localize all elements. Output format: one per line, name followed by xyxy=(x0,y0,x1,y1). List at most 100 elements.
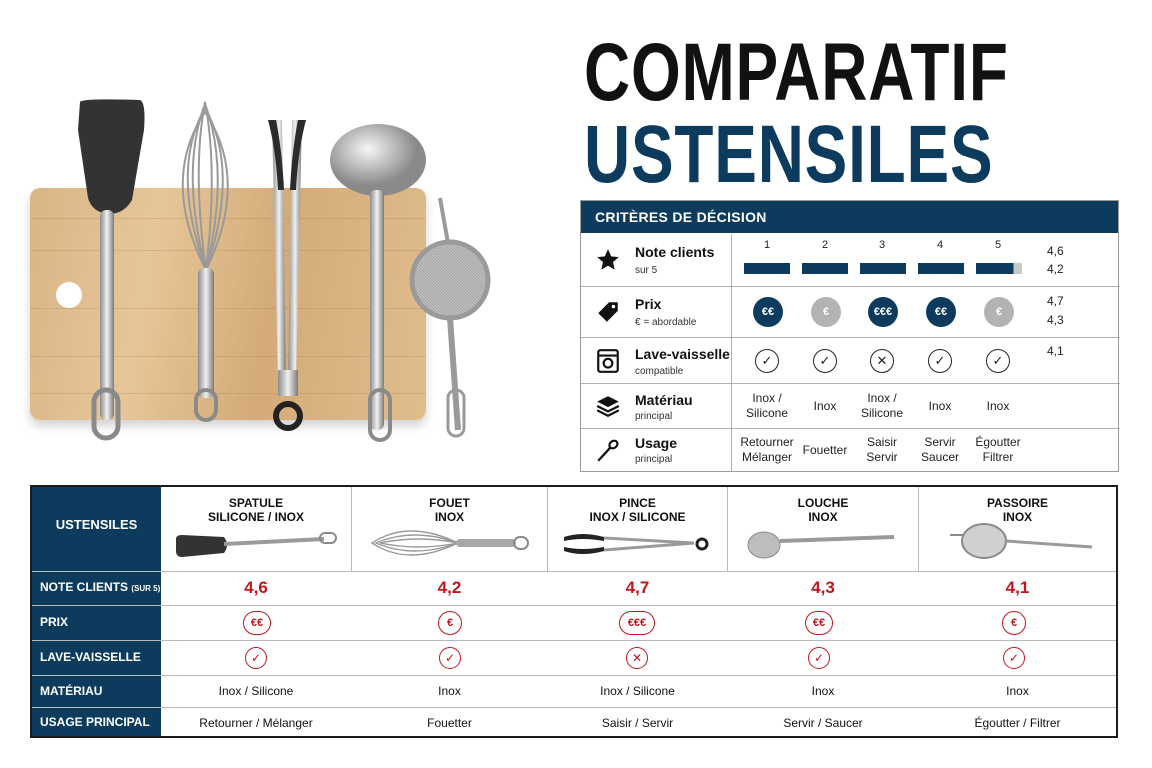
criteria-label: Lave-vaisselle xyxy=(635,346,730,362)
rating-value: 4,1 xyxy=(1047,344,1064,358)
dishwasher-cross: ✕ xyxy=(626,647,648,669)
note-value: 4,2 xyxy=(437,578,462,597)
usage-cell: Servir / Saucer xyxy=(783,716,863,730)
material-cell: Inox / Silicone xyxy=(745,391,789,420)
price-badge: €€€ xyxy=(619,611,655,635)
star-icon xyxy=(597,249,619,270)
price-badge: €€ xyxy=(926,297,956,327)
product-name-fouet: FOUET INOX xyxy=(429,496,470,524)
criteria-row-lave: Lave-vaisselle compatible ✓ ✓ ✕ ✓ ✓ xyxy=(581,337,1120,383)
spatula-thumb-image xyxy=(176,532,337,557)
material-cell: Inox xyxy=(438,684,461,698)
price-badge: € xyxy=(984,297,1014,327)
usage-cell: Saisir / Servir xyxy=(601,716,674,730)
criteria-row-materiau: Matériau principal Inox / Silicone Inox I… xyxy=(581,383,1120,428)
material-cell: Inox xyxy=(1006,684,1029,698)
criteria-sub: compatible xyxy=(635,366,684,377)
dishwasher-check: ✓ xyxy=(928,349,952,373)
criteria-sub: principal xyxy=(635,454,673,465)
material-cell: Inox / Silicone xyxy=(600,684,675,698)
price-badge: €€ xyxy=(805,611,833,635)
material-cell: Inox xyxy=(986,399,1010,413)
col-number: 2 xyxy=(821,239,829,251)
dishwasher-check: ✓ xyxy=(986,349,1010,373)
usage-cell: Fouetter xyxy=(802,443,848,457)
usage-cell: Retourner Mélanger xyxy=(740,435,794,464)
criteria-sub: sur 5 xyxy=(635,265,658,276)
criteria-header: CRITÈRES DE DÉCISION xyxy=(581,201,1118,233)
row-label-note: NOTE CLIENTS (SUR 5) xyxy=(40,580,161,594)
row-label-usage: USAGE PRINCIPAL xyxy=(40,715,150,729)
layers-icon xyxy=(596,396,620,417)
material-cell: Inox / Silicone xyxy=(218,684,294,698)
dishwasher-check: ✓ xyxy=(755,349,779,373)
price-badge: € xyxy=(1002,611,1026,635)
usage-cell: Retourner / Mélanger xyxy=(199,716,313,730)
rating-value: 4,6 xyxy=(1047,244,1064,258)
criteria-sub: principal xyxy=(635,411,673,422)
criteria-label: Usage xyxy=(635,435,678,451)
criteria-label: Matériau xyxy=(635,392,693,408)
criteria-panel: CRITÈRES DE DÉCISION 1 2 3 4 5 4,6 4,2 4… xyxy=(580,200,1120,472)
note-value: 4,1 xyxy=(1005,578,1030,597)
hero-photo xyxy=(20,90,540,450)
product-name-louche: LOUCHE INOX xyxy=(797,496,849,524)
price-badge: €€ xyxy=(753,297,783,327)
rating-value: 4,7 xyxy=(1047,294,1064,308)
criteria-label: Note clients xyxy=(635,244,715,260)
price-badge: €€ xyxy=(243,611,271,635)
whisk-image xyxy=(181,101,229,422)
criteria-row-prix: Prix € = abordable €€ € €€€ €€ € xyxy=(581,286,1120,337)
criteria-label: Prix xyxy=(635,296,662,312)
utensils-illustration xyxy=(78,99,491,442)
strainer-thumb-image xyxy=(950,523,1093,559)
col-number: 4 xyxy=(936,239,944,251)
rating-value: 4,2 xyxy=(1047,262,1064,276)
col-number: 1 xyxy=(763,239,771,251)
note-value: 4,6 xyxy=(244,578,268,597)
dishwasher-check: ✓ xyxy=(1003,647,1025,669)
usage-cell: Fouetter xyxy=(427,716,472,730)
note-value: 4,3 xyxy=(811,578,835,597)
material-cell: Inox xyxy=(813,399,837,413)
rating-bar xyxy=(976,263,1022,274)
dishwasher-icon xyxy=(597,349,619,373)
price-tag-icon xyxy=(598,302,618,322)
rating-bar xyxy=(918,263,964,274)
page-title-line2: USTENSILES xyxy=(584,109,994,200)
table-header-label: USTENSILES xyxy=(55,517,138,532)
comparison-table: USTENSILES NOTE CLIENTS (SUR 5) PRIX LAV… xyxy=(30,485,1118,738)
tongs-image xyxy=(268,120,306,431)
strainer-image xyxy=(409,197,491,438)
usage-cell: Égoutter Filtrer xyxy=(975,435,1021,464)
tongs-thumb-image xyxy=(564,534,709,554)
usage-cell: Saisir Servir xyxy=(866,435,898,464)
spoon-icon xyxy=(597,439,619,462)
whisk-thumb-image xyxy=(370,530,529,556)
criteria-sub: € = abordable xyxy=(635,317,697,328)
usage-cell: Servir Saucer xyxy=(920,435,960,464)
note-value: 4,7 xyxy=(625,578,650,597)
product-name-pince: PINCE INOX / SILICONE xyxy=(589,496,686,524)
price-badge: € xyxy=(811,297,841,327)
material-cell: Inox xyxy=(811,684,835,698)
page-title-line1: COMPARATIF xyxy=(584,27,1009,118)
product-name-spatule: SPATULE SILICONE / INOX xyxy=(207,496,304,524)
material-cell: Inox xyxy=(928,399,952,413)
rating-bar xyxy=(802,263,848,274)
price-badge: €€€ xyxy=(868,297,898,327)
dishwasher-check: ✓ xyxy=(245,647,267,669)
dishwasher-check: ✓ xyxy=(808,647,830,669)
cutting-board xyxy=(30,188,426,420)
row-label-column: USTENSILES NOTE CLIENTS (SUR 5) PRIX LAV… xyxy=(32,487,161,736)
dishwasher-check: ✓ xyxy=(813,349,837,373)
ladle-thumb-image xyxy=(747,531,895,559)
product-name-passoire: PASSOIRE INOX xyxy=(986,496,1049,524)
rating-value: 4,3 xyxy=(1047,313,1064,327)
material-cell: Inox / Silicone xyxy=(860,391,904,420)
ladle-image xyxy=(330,124,426,442)
dishwasher-check: ✓ xyxy=(439,647,461,669)
col-number: 3 xyxy=(878,239,886,251)
row-label-materiau: MATÉRIAU xyxy=(40,684,103,698)
usage-cell: Égoutter / Filtrer xyxy=(974,716,1061,730)
